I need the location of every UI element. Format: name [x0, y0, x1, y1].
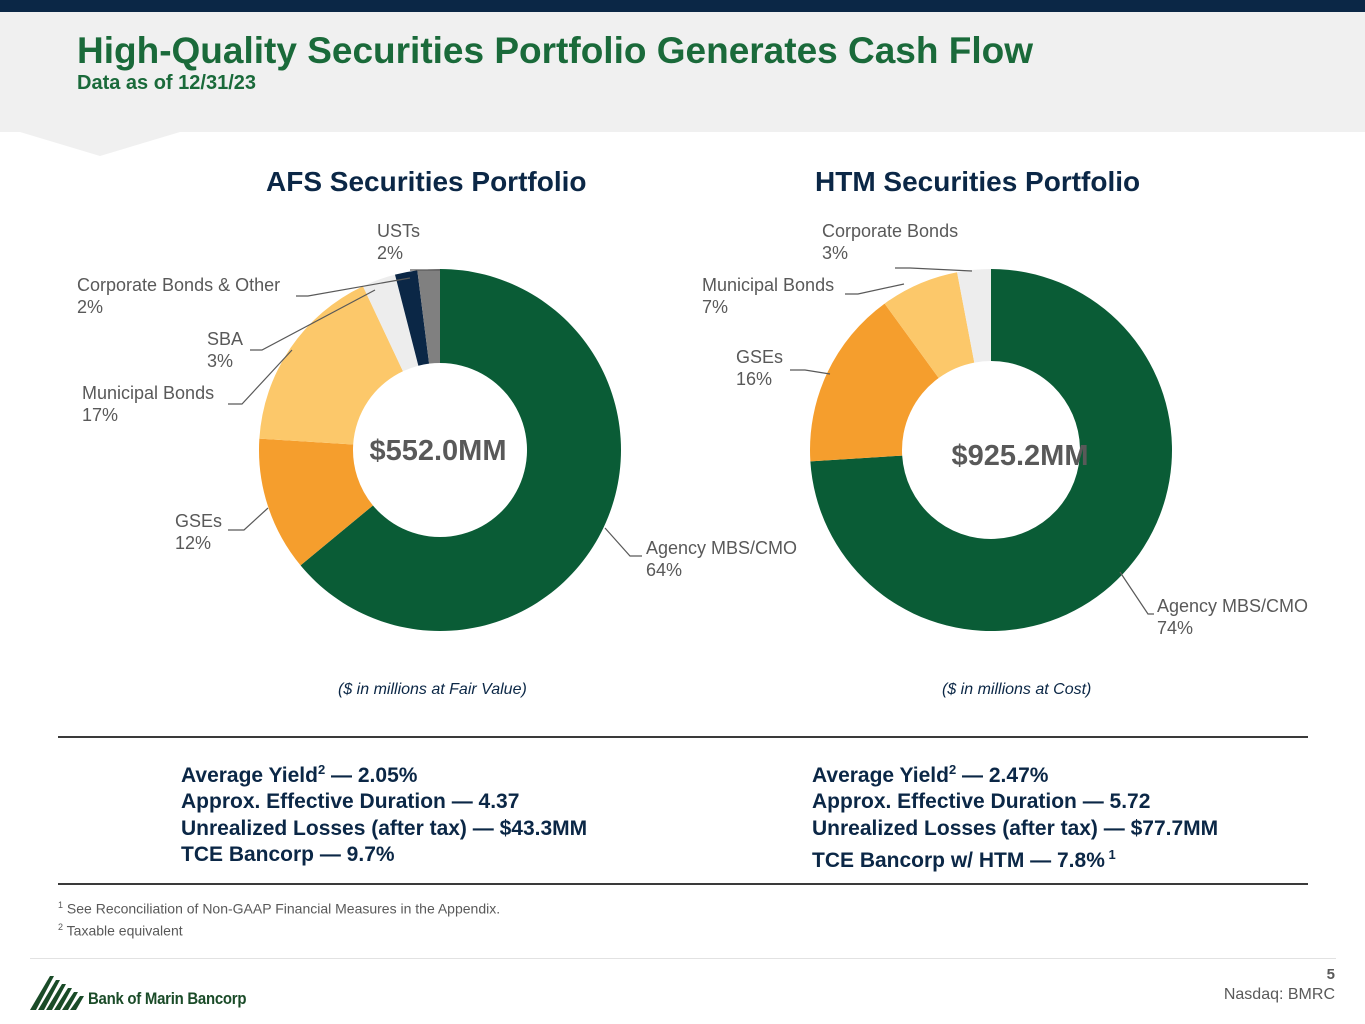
htm-slice-gses: [810, 303, 939, 462]
afs-slice-municipal-bonds: [259, 286, 403, 445]
htm-slice-corporate-bonds: [957, 269, 991, 363]
afs-leader-municipal-bonds: [228, 349, 293, 405]
afs-leader-corporate-bonds-other: [296, 277, 411, 297]
afs-chart-title: AFS Securities Portfolio: [266, 166, 587, 197]
company-name: Bank of Marin Bancorp: [88, 989, 247, 1008]
htm-value-corporate-bonds: 3%: [822, 243, 848, 263]
htm-leader-corporate-bonds: [895, 267, 973, 272]
page-title: High-Quality Securities Portfolio Genera…: [77, 30, 1034, 71]
afs-tce: TCE Bancorp — 9.7%: [181, 842, 395, 866]
afs-effective-duration: Approx. Effective Duration — 4.37: [181, 790, 520, 814]
afs-label-municipal-bonds: Municipal Bonds: [82, 383, 214, 403]
htm-unrealized-losses: Unrealized Losses (after tax) — $77.7MM: [812, 816, 1219, 840]
htm-value-gses: 16%: [736, 369, 772, 389]
footnote-2: 2 Taxable equivalent: [58, 921, 183, 939]
afs-label-sba: SBA: [207, 329, 243, 349]
afs-value-usts: 2%: [377, 243, 403, 263]
afs-unrealized-losses: Unrealized Losses (after tax) — $43.3MM: [181, 816, 588, 840]
htm-leader-municipal-bonds: [845, 283, 905, 295]
htm-tce: TCE Bancorp w/ HTM — 7.8% 1: [812, 846, 1116, 872]
htm-leader-agency-mbs-cmo: [1119, 571, 1154, 615]
afs-value-gses: 12%: [175, 533, 211, 553]
afs-label-corporate-bonds-other: Corporate Bonds & Other: [77, 275, 280, 295]
htm-label-municipal-bonds: Municipal Bonds: [702, 275, 834, 295]
afs-leader-gses: [228, 507, 269, 531]
afs-slice-sba: [362, 274, 419, 372]
footnotes: 1 See Reconciliation of Non-GAAP Financi…: [58, 896, 500, 939]
bank-logo-icon: [30, 976, 84, 1010]
afs-center-total: $552.0MM: [369, 435, 506, 467]
page-number: 5: [1326, 966, 1335, 983]
afs-slice-usts: [417, 269, 440, 364]
htm-average-yield: Average Yield2 — 2.47%: [812, 762, 1049, 787]
afs-slice-gses: [259, 438, 373, 566]
htm-label-corporate-bonds: Corporate Bonds: [822, 221, 958, 241]
afs-average-yield: Average Yield2 — 2.05%: [181, 762, 418, 787]
stats-bottom-divider: [58, 883, 1308, 885]
footnote-1: 1 See Reconciliation of Non-GAAP Financi…: [58, 900, 501, 917]
afs-leader-agency-mbs-cmo: [604, 527, 642, 557]
footer-divider: [30, 958, 1336, 959]
htm-effective-duration: Approx. Effective Duration — 5.72: [812, 790, 1151, 814]
htm-value-municipal-bonds: 7%: [702, 297, 728, 317]
top-bar: [0, 0, 1365, 12]
afs-label-agency-mbs-cmo: Agency MBS/CMO: [646, 538, 797, 558]
htm-label-agency-mbs-cmo: Agency MBS/CMO: [1157, 596, 1308, 616]
afs-value-municipal-bonds: 17%: [82, 405, 118, 425]
htm-slice-municipal-bonds: [884, 272, 975, 378]
afs-slice-corporate-bonds-other: [394, 270, 430, 366]
htm-leader-gses: [790, 369, 831, 375]
afs-caption: ($ in millions at Fair Value): [338, 681, 527, 698]
htm-label-gses: GSEs: [736, 347, 783, 367]
afs-slice-agency-mbs-cmo: [300, 269, 622, 631]
page-subtitle: Data as of 12/31/23: [77, 72, 256, 94]
htm-stats-list: Average Yield2 — 2.47% Approx. Effective…: [812, 757, 1218, 874]
ticker: Nasdaq: BMRC: [1223, 986, 1335, 1003]
htm-slice-agency-mbs-cmo: [810, 269, 1172, 632]
afs-stats-list: Average Yield2 — 2.05% Approx. Effective…: [181, 757, 587, 868]
afs-label-usts: USTs: [377, 221, 420, 241]
htm-caption: ($ in millions at Cost): [942, 681, 1092, 698]
stats-top-divider: [58, 736, 1308, 738]
htm-chart-title: HTM Securities Portfolio: [815, 166, 1141, 197]
header-band: [0, 12, 1365, 156]
afs-label-gses: GSEs: [175, 511, 222, 531]
htm-center-total: $925.2MM: [951, 440, 1088, 472]
afs-value-agency-mbs-cmo: 64%: [646, 560, 682, 580]
afs-leader-sba: [250, 289, 376, 351]
afs-value-corporate-bonds-other: 2%: [77, 297, 103, 317]
htm-value-agency-mbs-cmo: 74%: [1157, 618, 1193, 638]
afs-value-sba: 3%: [207, 351, 233, 371]
